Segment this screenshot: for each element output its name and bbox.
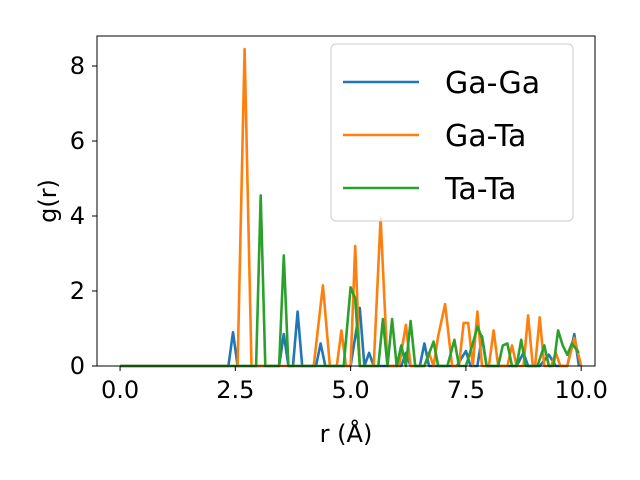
x-tick-label: 5.0 (332, 376, 370, 404)
x-tick-label: 7.5 (447, 376, 485, 404)
y-axis-label: g(r) (34, 179, 62, 223)
y-tick-label: 2 (70, 277, 85, 305)
legend-label-ga-ta: Ga-Ta (445, 119, 526, 154)
x-tick-label: 10.0 (554, 376, 607, 404)
x-axis-label: r (Å) (320, 419, 373, 448)
plot-frame (96, 35, 596, 367)
y-tick-label: 6 (70, 127, 85, 155)
x-tick-label: 2.5 (216, 376, 254, 404)
x-ticks: 0.0 2.5 5.0 7.5 10.0 (101, 366, 608, 404)
x-tick-label: 0.0 (101, 376, 139, 404)
y-tick-label: 4 (70, 202, 85, 230)
legend-box (330, 43, 574, 222)
y-ticks: 0 2 4 6 8 (70, 52, 97, 380)
legend-label-ga-ga: Ga-Ga (445, 66, 540, 101)
legend-label-ta-ta: Ta-Ta (444, 172, 517, 207)
legend: Ga-Ga Ga-Ta Ta-Ta (330, 43, 574, 222)
y-tick-label: 8 (70, 52, 85, 80)
y-tick-label: 0 (70, 352, 85, 380)
